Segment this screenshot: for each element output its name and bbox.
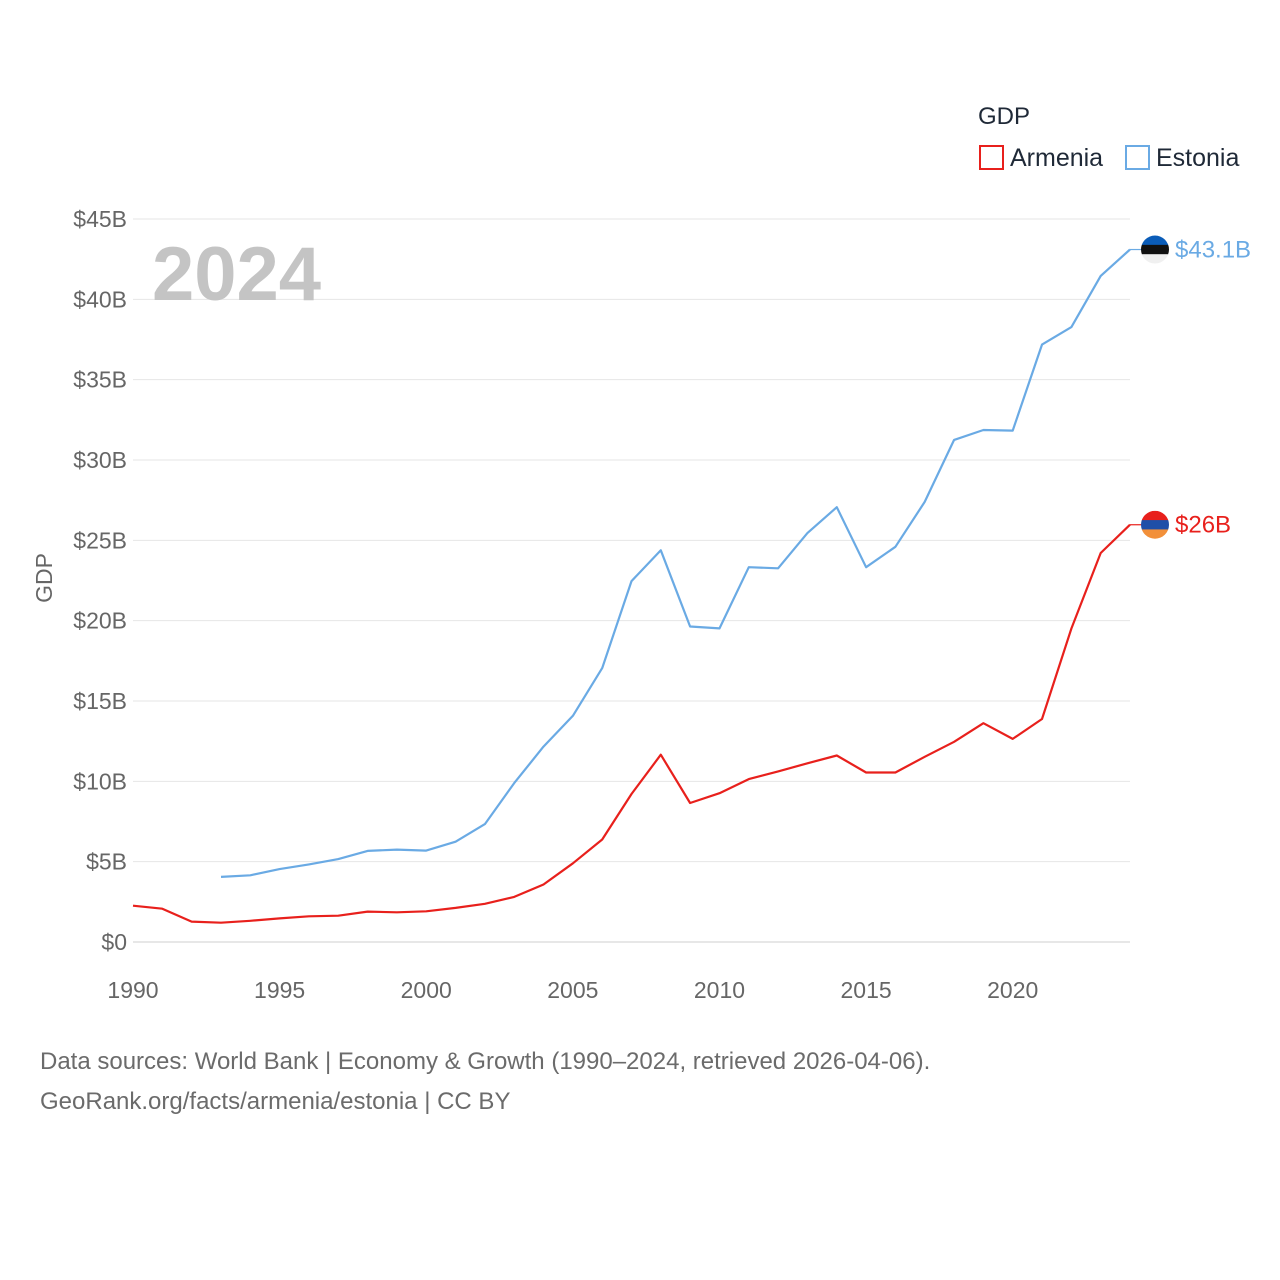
armenia-legend-swatch — [979, 145, 1004, 170]
x-tick-label: 2010 — [694, 977, 745, 1003]
estonia-legend-swatch — [1125, 145, 1150, 170]
y-tick-label: $35B — [73, 367, 127, 393]
x-tick-label: 2005 — [547, 977, 598, 1003]
legend: GDP Armenia Estonia — [978, 103, 1239, 172]
x-axis-ticks: 1990 1995 2000 2005 2010 2015 2020 — [107, 977, 1038, 1003]
y-tick-label: $15B — [73, 688, 127, 714]
gridlines — [133, 218, 1130, 943]
y-axis-ticks: $0 $5B $10B $15B $20B $25B $30B $35B $40B $45B — [73, 206, 127, 955]
y-axis-label: GDP — [31, 553, 57, 603]
y-tick-label: $45B — [73, 206, 127, 232]
x-tick-label: 1995 — [254, 977, 305, 1003]
armenia-flag-marker — [1141, 510, 1169, 539]
y-tick-label: $10B — [73, 768, 127, 794]
armenia-series-line — [132, 523, 1131, 924]
y-tick-label: $0 — [101, 929, 127, 955]
x-tick-label: 2015 — [841, 977, 892, 1003]
attribution-link[interactable]: GeoRank.org/facts/armenia/estonia | CC B… — [40, 1088, 511, 1115]
estonia-legend-label: Estonia — [1156, 144, 1239, 172]
end-markers: $26B $43.1B — [1130, 235, 1251, 539]
y-tick-label: $5B — [86, 849, 127, 875]
gdp-line-chart: $0 $5B $10B $15B $20B $25B $30B $35B $40B $45B 19… — [31, 103, 1251, 1003]
x-tick-label: 2020 — [987, 977, 1038, 1003]
x-tick-label: 2000 — [401, 977, 452, 1003]
data-source-note: Data sources: World Bank | Economy & Gro… — [40, 1048, 931, 1075]
y-tick-label: $40B — [73, 286, 127, 312]
estonia-flag-marker — [1141, 235, 1169, 264]
x-tick-label: 1990 — [107, 977, 158, 1003]
y-tick-label: $25B — [73, 527, 127, 553]
footer: Data sources: World Bank | Economy & Gro… — [40, 1042, 930, 1122]
estonia-series-line — [220, 248, 1131, 878]
y-tick-label: $30B — [73, 447, 127, 473]
armenia-legend-label: Armenia — [1010, 144, 1103, 172]
y-tick-label: $20B — [73, 608, 127, 634]
legend-title: GDP — [978, 103, 1030, 130]
series-lines — [132, 248, 1131, 924]
current-year-label: 2024 — [152, 232, 321, 317]
armenia-end-value-label: $26B — [1175, 512, 1231, 539]
estonia-end-value-label: $43.1B — [1175, 237, 1251, 264]
